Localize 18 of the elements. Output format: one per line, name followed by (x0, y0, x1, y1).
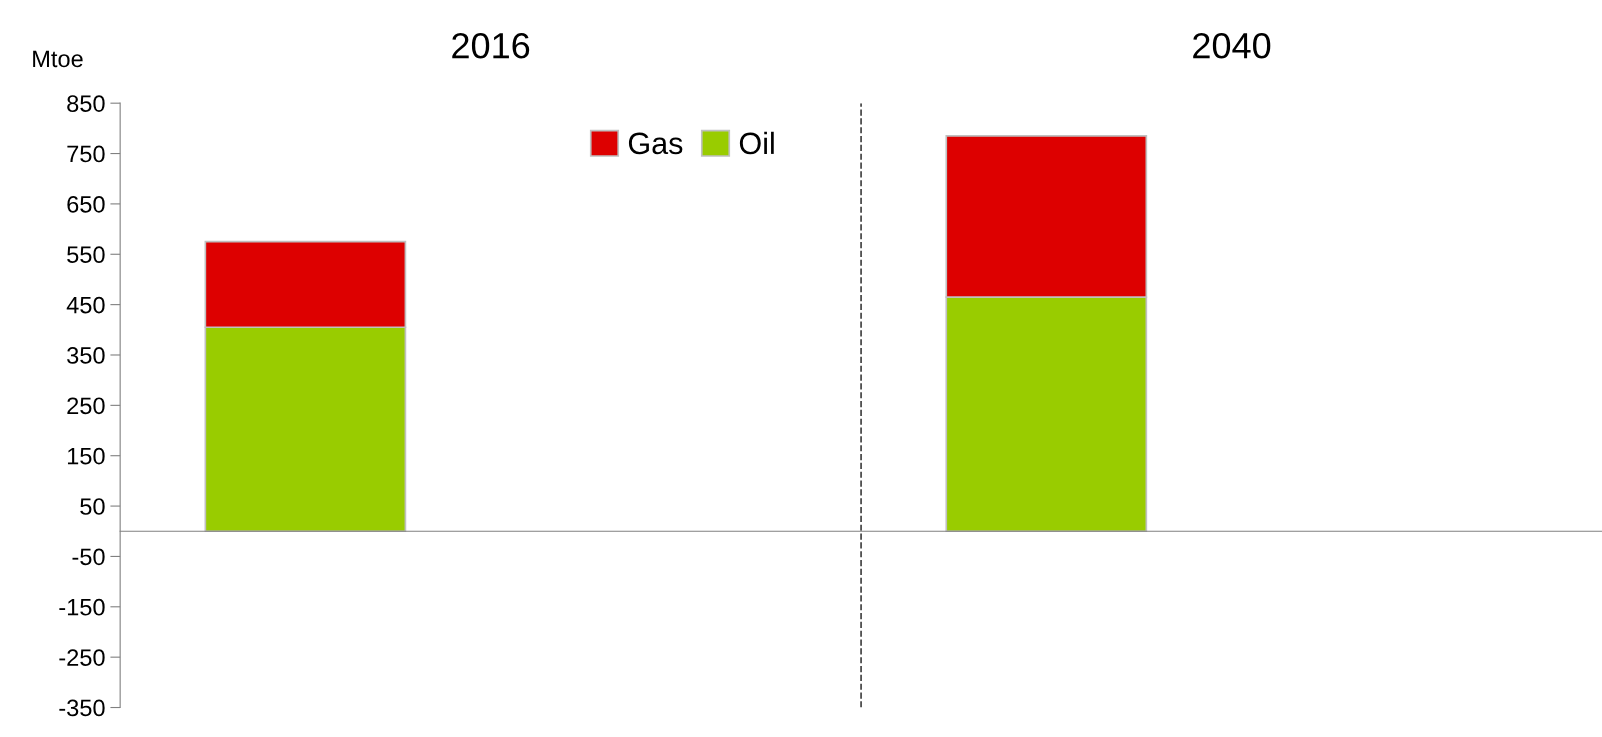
y-tick-label: 850 (67, 95, 105, 112)
y-tick-label: -350 (59, 699, 105, 717)
y-tick-label: 750 (67, 145, 105, 163)
legend-label: Gas (628, 132, 683, 155)
y-tick-label: 250 (67, 397, 105, 415)
y-tick-label: 550 (67, 246, 105, 264)
text: 2016 (452, 32, 530, 59)
y-tick-label: -250 (59, 649, 105, 666)
y-axis-title: Mtoe (33, 50, 83, 68)
y-tick-label: 50 (80, 498, 105, 515)
y-tick-label: 650 (67, 195, 105, 213)
y-tick-label: -50 (72, 548, 105, 566)
y-tick-label: 450 (66, 296, 105, 314)
legend-label: Oil (739, 131, 774, 155)
y-tick-label: 350 (67, 347, 105, 364)
text: 2040 (1193, 32, 1271, 59)
y-tick-label: -150 (59, 598, 105, 616)
y-tick-label: 150 (67, 447, 105, 465)
